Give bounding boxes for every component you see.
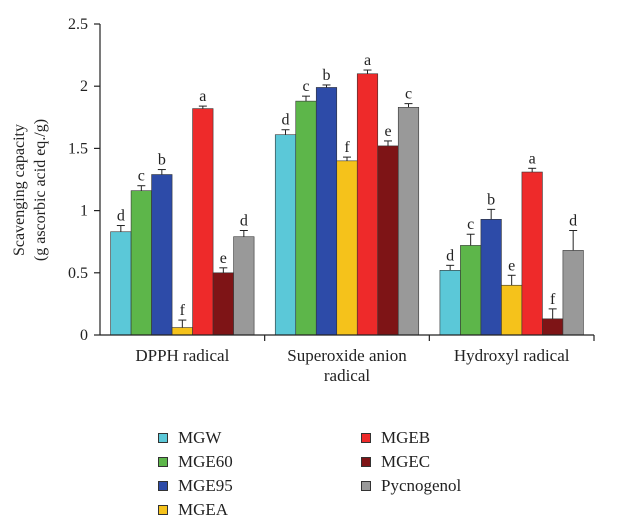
y-tick-label: 0.5 <box>68 265 88 282</box>
y-tick-label: 0 <box>80 327 88 344</box>
bar-mgea <box>171 327 193 336</box>
bar-mge60 <box>460 245 482 336</box>
bar-mge95 <box>151 174 173 336</box>
y-axis-title-units: (g ascorbic acid eq./g) <box>32 119 49 261</box>
significance-label: d <box>569 213 577 230</box>
significance-label: f <box>344 139 350 156</box>
bar-mgea <box>501 284 523 336</box>
significance-label: b <box>487 191 495 208</box>
bar-mgec <box>542 318 564 336</box>
bar-mge60 <box>130 190 152 336</box>
y-tick-label: 1.5 <box>68 140 88 157</box>
bar-mgw <box>439 270 461 336</box>
y-axis: 0 0.5 1 1.5 2 2.5 <box>68 16 101 344</box>
y-axis-title: Scavenging capacity <box>11 124 28 256</box>
significance-label: c <box>467 216 474 233</box>
significance-label: a <box>199 88 206 105</box>
x-category-label: radical <box>324 366 371 385</box>
x-category-label: Hydroxyl radical <box>454 346 570 365</box>
significance-label: d <box>240 213 248 230</box>
y-tick-label: 2.5 <box>68 16 88 33</box>
significance-label: a <box>364 52 371 69</box>
significance-label: d <box>117 208 125 225</box>
significance-label: b <box>323 67 331 84</box>
y-tick-label: 1 <box>80 203 88 220</box>
bar-pycnogenol <box>562 250 584 336</box>
x-category-label: DPPH radical <box>135 346 229 365</box>
bar-pycnogenol <box>397 107 420 336</box>
bar-mgea <box>336 160 358 336</box>
significance-label: c <box>302 78 309 95</box>
x-category-label: Superoxide anion <box>287 346 407 365</box>
bar-mge60 <box>295 100 317 336</box>
bar-mge95 <box>480 219 502 336</box>
bar-mgec <box>212 272 234 336</box>
significance-label: f <box>180 302 186 319</box>
significance-label: e <box>220 250 227 267</box>
bar-mgeb <box>521 171 543 336</box>
significance-label: b <box>158 152 166 169</box>
significance-label: d <box>446 247 454 264</box>
significance-label: e <box>508 257 515 274</box>
y-tick-label: 2 <box>80 78 88 95</box>
significance-label: c <box>405 86 412 103</box>
significance-label: c <box>138 168 145 185</box>
significance-label: e <box>384 123 391 140</box>
bar-mgw <box>274 134 297 336</box>
bar-mgec <box>377 145 399 336</box>
significance-label: d <box>282 112 290 129</box>
significance-label: a <box>529 150 536 167</box>
bar-pycnogenol <box>233 236 255 336</box>
bar-mgeb <box>192 108 214 336</box>
bar-mgw <box>110 231 132 336</box>
bar-mge95 <box>315 87 338 336</box>
significance-label: f <box>550 291 556 308</box>
bar-mgeb <box>356 73 379 336</box>
